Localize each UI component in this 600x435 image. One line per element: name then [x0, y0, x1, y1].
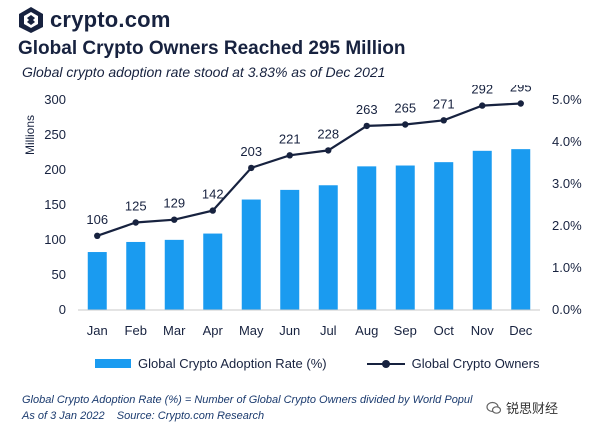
bar-aug [357, 166, 377, 310]
owners-data-label: 203 [240, 144, 262, 159]
y-left-tick-label: 200 [44, 162, 66, 177]
x-tick-label: Jun [279, 323, 300, 338]
owners-point-dec [517, 100, 524, 107]
legend-line-swatch [366, 359, 405, 368]
y-left-tick-label: 150 [44, 197, 66, 212]
owners-data-label: 221 [279, 131, 301, 146]
x-tick-label: Oct [434, 323, 455, 338]
y-right-tick-label: 3.0% [552, 176, 582, 191]
x-tick-label: Mar [163, 323, 186, 338]
y-left-tick-label: 50 [52, 267, 66, 282]
owners-data-label: 125 [125, 199, 147, 214]
x-tick-label: Aug [355, 323, 378, 338]
x-tick-label: Nov [471, 323, 495, 338]
owners-point-nov [479, 102, 486, 109]
bar-oct [434, 162, 454, 310]
owners-data-label: 292 [471, 85, 493, 97]
owners-point-sep [402, 121, 409, 128]
y-left-tick-label: 0 [59, 302, 66, 317]
bar-nov [472, 150, 492, 310]
x-tick-label: Sep [394, 323, 417, 338]
owners-data-label: 129 [163, 196, 185, 211]
y-left-tick-label: 100 [44, 232, 66, 247]
x-tick-label: Jul [320, 323, 337, 338]
x-tick-label: May [239, 323, 264, 338]
y-left-tick-label: 250 [44, 127, 66, 142]
owners-data-label: 106 [86, 212, 108, 227]
legend-bar-swatch [95, 359, 131, 368]
footnote-source-line: As of 3 Jan 2022 Source: Crypto.com Rese… [22, 410, 264, 422]
owners-data-label: 228 [317, 126, 339, 141]
owners-data-label: 265 [394, 101, 416, 116]
y-right-tick-label: 2.0% [552, 218, 582, 233]
y-right-tick-label: 0.0% [552, 302, 582, 317]
y-right-tick-label: 1.0% [552, 260, 582, 275]
footnote-date: As of 3 Jan 2022 [22, 410, 105, 422]
owners-point-aug [363, 122, 370, 130]
y-right-tick-label: 5.0% [552, 92, 582, 107]
bar-jun [280, 189, 300, 310]
brand-name: crypto.com [50, 7, 171, 32]
y-right-tick-label: 4.0% [552, 134, 582, 149]
x-tick-label: Dec [509, 323, 533, 338]
owners-point-jul [325, 147, 332, 154]
footnote-source: Source: Crypto.com Research [116, 410, 265, 422]
brand: crypto.com [18, 6, 171, 34]
owners-point-feb [132, 219, 139, 226]
chart: 0 50 100 150 200 250 300 0.0% 1.0% 2.0% 3.0% 4.0% 5.… [23, 85, 582, 338]
owners-point-jan [94, 232, 101, 239]
x-tick-label: Jan [87, 323, 108, 338]
legend-line-label: Global Crypto Owners [411, 356, 540, 371]
owners-point-may [248, 164, 255, 172]
bar-mar [164, 239, 184, 310]
bar-feb [126, 241, 146, 310]
bar-jan [87, 252, 107, 310]
owners-line [96, 102, 521, 237]
owners-data-label: 271 [433, 96, 455, 111]
owners-point-apr [209, 207, 216, 214]
bar-sep [395, 165, 415, 310]
y-left-axis-label: Millions [23, 115, 37, 155]
owners-data-label: 295 [510, 85, 532, 95]
owners-point-oct [440, 117, 447, 124]
watermark: 锐思财经 [486, 398, 558, 417]
y-left-tick-label: 300 [44, 92, 66, 107]
bar-jul [318, 185, 338, 310]
wechat-icon [486, 401, 502, 414]
owners-point-jun [286, 152, 293, 159]
crypto-com-logo-icon [19, 7, 43, 33]
bar-dec [511, 149, 531, 310]
page-title: Global Crypto Owners Reached 295 Million [18, 38, 406, 59]
x-tick-label: Apr [203, 323, 224, 338]
owners-data-label: 263 [356, 102, 378, 117]
owners-data-label: 142 [202, 187, 224, 202]
footnote-definition: Global Crypto Adoption Rate (%) = Number… [22, 394, 473, 406]
bar-may [241, 199, 261, 310]
owners-point-mar [171, 216, 178, 223]
legend-bar-label: Global Crypto Adoption Rate (%) [138, 356, 327, 371]
x-tick-label: Feb [125, 323, 147, 338]
bar-apr [203, 233, 223, 310]
watermark-text: 锐思财经 [506, 401, 559, 416]
chart-legend: Global Crypto Adoption Rate (%) Global C… [95, 356, 540, 371]
page-subtitle: Global crypto adoption rate stood at 3.8… [22, 64, 386, 80]
